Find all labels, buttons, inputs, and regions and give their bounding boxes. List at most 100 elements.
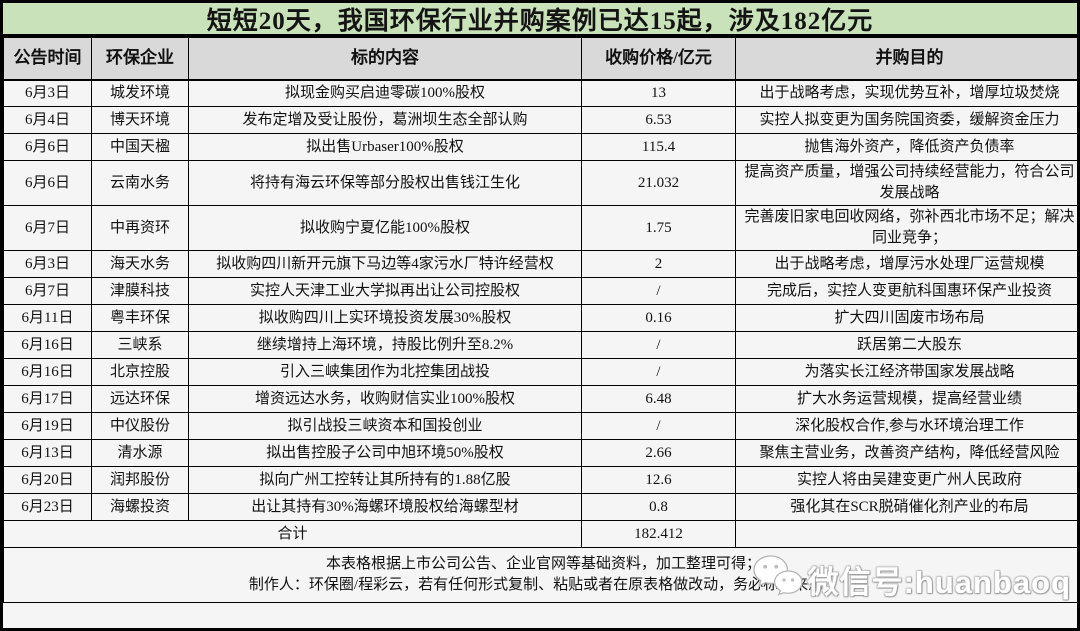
total-label: 合计 [3, 520, 582, 548]
cell-company: 博天环境 [91, 106, 189, 134]
cell-target: 拟收购四川新开元旗下马边等4家污水厂特许经营权 [188, 250, 582, 278]
cell-date: 6月16日 [3, 331, 92, 359]
col-header-purpose: 并购目的 [735, 37, 1077, 81]
cell-date: 6月23日 [3, 493, 92, 521]
cell-price: 0.8 [581, 493, 736, 521]
table-row: 6月16日 三峡系 继续增持上海环境，持股比例升至8.2% / 跃居第二大股东 [3, 331, 1077, 359]
cell-purpose: 扩大水务运营规模，提高经营业绩 [735, 385, 1077, 413]
cell-purpose: 完成后，实控人变更航科国惠环保产业投资 [735, 277, 1077, 305]
table-row: 6月11日 粤丰环保 拟收购四川上实环境投资发展30%股权 0.16 扩大四川固… [3, 304, 1077, 332]
cell-target: 将持有海云环保等部分股权出售钱江生化 [188, 160, 582, 206]
cell-company: 海天水务 [91, 250, 189, 278]
table-row: 6月4日 博天环境 发布定增及受让股份，葛洲坝生态全部认购 6.53 实控人拟变… [3, 106, 1077, 134]
cell-date: 6月6日 [3, 133, 92, 161]
cell-purpose: 强化其在SCR脱硝催化剂产业的布局 [735, 493, 1077, 521]
cell-date: 6月3日 [3, 79, 92, 107]
cell-company: 中仪股份 [91, 412, 189, 440]
footer-note-line1: 本表格根据上市公司公告、企业官网等基础资料，加工整理可得； [325, 556, 761, 572]
cell-target: 拟出售控股子公司中旭环境50%股权 [188, 439, 582, 467]
cell-date: 6月20日 [3, 466, 92, 494]
table-body: 6月3日 城发环境 拟现金购买启迪零碳100%股权 13 出于战略考虑，实现优势… [3, 79, 1077, 521]
table-row: 6月19日 中仪股份 拟引战投三峡资本和国投创业 / 深化股权合作,参与水环境治… [3, 412, 1077, 440]
cell-purpose: 实控人将由吴建变更广州人民政府 [735, 466, 1077, 494]
ma-cases-table: 公告时间 环保企业 标的内容 收购价格/亿元 并购目的 6月3日 城发环境 拟现… [3, 37, 1077, 603]
cell-price: 0.16 [581, 304, 736, 332]
footer-note-row: 本表格根据上市公司公告、企业官网等基础资料，加工整理可得； 制作人：环保圈/程彩… [3, 547, 1077, 603]
cell-purpose: 深化股权合作,参与水环境治理工作 [735, 412, 1077, 440]
cell-company: 中再资环 [91, 205, 189, 251]
table-row: 6月23日 海螺投资 出让其持有30%海螺环境股权给海螺型材 0.8 强化其在S… [3, 493, 1077, 521]
cell-company: 粤丰环保 [91, 304, 189, 332]
cell-target: 拟收购四川上实环境投资发展30%股权 [188, 304, 582, 332]
cell-target: 发布定增及受让股份，葛洲坝生态全部认购 [188, 106, 582, 134]
table-row: 6月7日 中再资环 拟收购宁夏亿能100%股权 1.75 完善废旧家电回收网络，… [3, 205, 1077, 251]
cell-date: 6月11日 [3, 304, 92, 332]
table-row: 6月3日 海天水务 拟收购四川新开元旗下马边等4家污水厂特许经营权 2 出于战略… [3, 250, 1077, 278]
cell-date: 6月7日 [3, 277, 92, 305]
cell-company: 津膜科技 [91, 277, 189, 305]
cell-target: 拟现金购买启迪零碳100%股权 [188, 79, 582, 107]
cell-date: 6月17日 [3, 385, 92, 413]
col-header-date: 公告时间 [3, 37, 92, 81]
cell-purpose: 出于战略考虑，增厚污水处理厂运营规模 [735, 250, 1077, 278]
col-header-company: 环保企业 [91, 37, 189, 81]
table-row: 6月7日 津膜科技 实控人天津工业大学拟再出让公司控股权 / 完成后，实控人变更… [3, 277, 1077, 305]
cell-target: 引入三峡集团作为北控集团战投 [188, 358, 582, 386]
cell-company: 远达环保 [91, 385, 189, 413]
table-row: 6月17日 远达环保 增资远达水务，收购财信实业100%股权 6.48 扩大水务… [3, 385, 1077, 413]
cell-company: 云南水务 [91, 160, 189, 206]
cell-price: / [581, 412, 736, 440]
cell-target: 实控人天津工业大学拟再出让公司控股权 [188, 277, 582, 305]
total-purpose-cell [735, 520, 1077, 548]
cell-price: 2.66 [581, 439, 736, 467]
cell-price: 6.48 [581, 385, 736, 413]
col-header-target: 标的内容 [188, 37, 582, 81]
cell-purpose: 实控人拟变更为国务院国资委，缓解资金压力 [735, 106, 1077, 134]
cell-price: 6.53 [581, 106, 736, 134]
cell-purpose: 扩大四川固废市场布局 [735, 304, 1077, 332]
cell-target: 拟出售Urbaser100%股权 [188, 133, 582, 161]
table-row: 6月20日 润邦股份 拟向广州工控转让其所持有的1.88亿股 12.6 实控人将… [3, 466, 1077, 494]
cell-purpose: 出于战略考虑，实现优势互补，增厚垃圾焚烧 [735, 79, 1077, 107]
header-row: 公告时间 环保企业 标的内容 收购价格/亿元 并购目的 [3, 37, 1077, 81]
cell-target: 拟收购宁夏亿能100%股权 [188, 205, 582, 251]
cell-target: 增资远达水务，收购财信实业100%股权 [188, 385, 582, 413]
cell-company: 中国天楹 [91, 133, 189, 161]
cell-purpose: 提高资产质量，增强公司持续经营能力，符合公司发展战略 [735, 160, 1077, 206]
page-title: 短短20天，我国环保行业并购案例已达15起，涉及182亿元 [3, 3, 1077, 37]
cell-price: 13 [581, 79, 736, 107]
cell-price: 1.75 [581, 205, 736, 251]
table-row: 6月6日 云南水务 将持有海云环保等部分股权出售钱江生化 21.032 提高资产… [3, 160, 1077, 206]
footer-note: 本表格根据上市公司公告、企业官网等基础资料，加工整理可得； 制作人：环保圈/程彩… [3, 547, 1077, 603]
total-price: 182.412 [581, 520, 736, 548]
cell-purpose: 聚焦主营业务，改善资产结构，降低经营风险 [735, 439, 1077, 467]
cell-date: 6月13日 [3, 439, 92, 467]
cell-company: 城发环境 [91, 79, 189, 107]
cell-date: 6月6日 [3, 160, 92, 206]
cell-company: 北京控股 [91, 358, 189, 386]
table-footer: 合计 182.412 本表格根据上市公司公告、企业官网等基础资料，加工整理可得；… [3, 520, 1077, 603]
cell-company: 清水源 [91, 439, 189, 467]
cell-company: 润邦股份 [91, 466, 189, 494]
cell-price: / [581, 331, 736, 359]
cell-price: 115.4 [581, 133, 736, 161]
total-row: 合计 182.412 [3, 520, 1077, 548]
cell-date: 6月4日 [3, 106, 92, 134]
cell-price: 2 [581, 250, 736, 278]
cell-date: 6月16日 [3, 358, 92, 386]
cell-company: 海螺投资 [91, 493, 189, 521]
table-row: 6月3日 城发环境 拟现金购买启迪零碳100%股权 13 出于战略考虑，实现优势… [3, 79, 1077, 107]
cell-target: 拟向广州工控转让其所持有的1.88亿股 [188, 466, 582, 494]
cell-date: 6月19日 [3, 412, 92, 440]
footer-note-line2: 制作人：环保圈/程彩云，若有任何形式复制、粘贴或者在原表格做改动，务必标注来源。 [248, 577, 839, 593]
cell-date: 6月3日 [3, 250, 92, 278]
cell-purpose: 跃居第二大股东 [735, 331, 1077, 359]
cell-target: 继续增持上海环境，持股比例升至8.2% [188, 331, 582, 359]
table-header: 公告时间 环保企业 标的内容 收购价格/亿元 并购目的 [3, 37, 1077, 81]
cell-price: 21.032 [581, 160, 736, 206]
cell-price: / [581, 277, 736, 305]
table-row: 6月13日 清水源 拟出售控股子公司中旭环境50%股权 2.66 聚焦主营业务，… [3, 439, 1077, 467]
cell-company: 三峡系 [91, 331, 189, 359]
cell-purpose: 完善废旧家电回收网络，弥补西北市场不足；解决同业竞争； [735, 205, 1077, 251]
